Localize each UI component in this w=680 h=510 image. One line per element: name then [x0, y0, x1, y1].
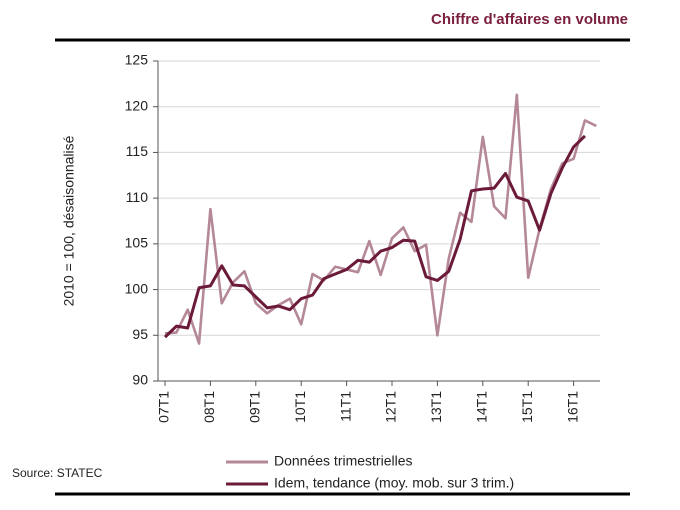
- x-tick-label: 10T1: [292, 391, 308, 423]
- x-tick-label: 14T1: [474, 391, 490, 423]
- series-line: [163, 134, 586, 339]
- legend-label: Idem, tendance (moy. mob. sur 3 trim.): [274, 475, 514, 491]
- chart-title: Chiffre d'affaires en volume: [431, 11, 628, 28]
- y-axis-label: 2010 = 100, désaisonnalisé: [61, 135, 77, 306]
- y-tick-label: 90: [132, 372, 148, 388]
- y-tick-label: 120: [125, 97, 149, 113]
- x-tick-label: 15T1: [519, 391, 535, 423]
- source: Source: STATEC: [12, 466, 103, 480]
- y-tick-label: 100: [125, 280, 149, 296]
- y-tick-label: 105: [125, 235, 149, 251]
- x-tick-label: 09T1: [247, 391, 263, 423]
- legend-label: Données trimestrielles: [274, 453, 413, 469]
- y-tick-label: 115: [126, 143, 149, 159]
- x-tick-label: 16T1: [564, 391, 580, 423]
- y-tick-label: 95: [132, 326, 148, 342]
- y-tick-label: 110: [126, 189, 149, 205]
- x-tick-label: 12T1: [383, 391, 399, 423]
- x-tick-label: 07T1: [156, 391, 172, 423]
- series-line: [164, 93, 597, 345]
- x-tick-label: 11T1: [337, 391, 353, 422]
- x-tick-label: 08T1: [201, 391, 217, 423]
- y-tick-label: 125: [125, 52, 149, 68]
- x-tick-label: 13T1: [428, 391, 444, 423]
